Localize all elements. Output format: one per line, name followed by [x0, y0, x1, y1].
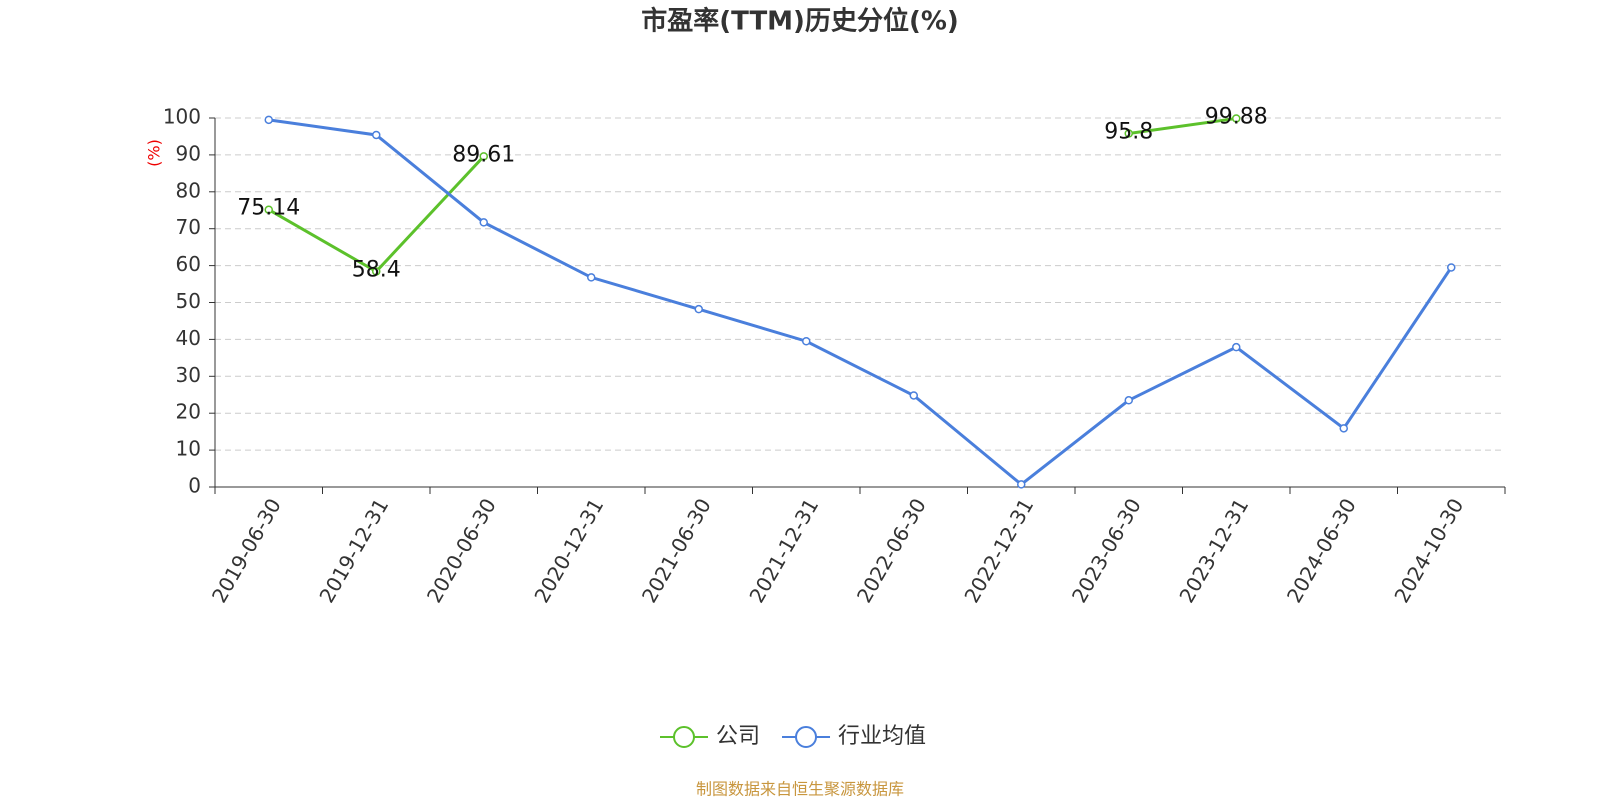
legend-label: 公司 [716, 724, 760, 749]
point [264, 115, 273, 125]
y-tick-label: 50 [176, 289, 201, 313]
point [1232, 342, 1241, 352]
point [264, 205, 273, 214]
y-tick-label: 70 [176, 215, 201, 239]
x-tick-label: 2020-06-30 [422, 494, 501, 607]
x-tick-label: 2021-06-30 [637, 494, 716, 607]
x-tick-label: 2019-12-31 [314, 494, 393, 607]
legend-marker [795, 726, 818, 748]
data-label: 95.8 [1104, 119, 1153, 144]
point [1232, 114, 1241, 123]
x-tick-label: 2023-12-31 [1174, 494, 1253, 607]
y-tick-label: 30 [176, 363, 201, 387]
x-tick-label: 2020-12-31 [529, 494, 608, 607]
y-tick-label: 0 [188, 474, 201, 498]
y-tick-label: 60 [176, 252, 201, 276]
legend-label: 行业均值 [838, 724, 926, 749]
y-tick-label: 40 [176, 326, 201, 350]
x-tick-label: 2022-06-30 [852, 494, 931, 607]
point [479, 218, 488, 227]
legend-item[interactable]: 公司 [660, 724, 760, 749]
point [1124, 129, 1133, 138]
y-axis-label: (%) [145, 139, 164, 167]
point [479, 152, 488, 161]
y-tick-label: 90 [176, 141, 201, 165]
x-tick-label: 2024-10-30 [1389, 494, 1468, 607]
x-tick-label: 2024-06-30 [1282, 494, 1361, 607]
x-tick-label: 2019-06-30 [207, 494, 286, 607]
point [1339, 424, 1348, 433]
point [1017, 480, 1026, 489]
series-line [268, 116, 1237, 274]
point [372, 130, 381, 140]
chart-title: 市盈率(TTM)历史分位(%) [641, 6, 959, 37]
point [694, 304, 703, 314]
source-note: 制图数据来自恒生聚源数据库 [696, 780, 904, 799]
point [587, 273, 596, 282]
point [802, 336, 811, 346]
y-tick-label: 10 [176, 437, 201, 461]
point [372, 267, 381, 276]
y-tick-label: 20 [176, 400, 201, 424]
legend-item[interactable]: 行业均值 [782, 724, 926, 749]
y-tick-label: 80 [176, 178, 201, 202]
x-tick-label: 2021-12-31 [744, 494, 823, 607]
x-tick-label: 2022-12-31 [959, 494, 1038, 607]
point [1447, 263, 1456, 272]
y-tick-label: 100 [163, 105, 201, 129]
x-tick-label: 2023-06-30 [1067, 494, 1146, 607]
data-label: 75.14 [237, 196, 300, 221]
data-label: 58.4 [352, 258, 401, 283]
point [909, 391, 918, 400]
data-label: 89.61 [452, 142, 515, 167]
series-line [268, 118, 1453, 487]
data-label: 99.88 [1205, 104, 1268, 129]
point [1124, 396, 1133, 405]
legend-marker [673, 726, 695, 748]
